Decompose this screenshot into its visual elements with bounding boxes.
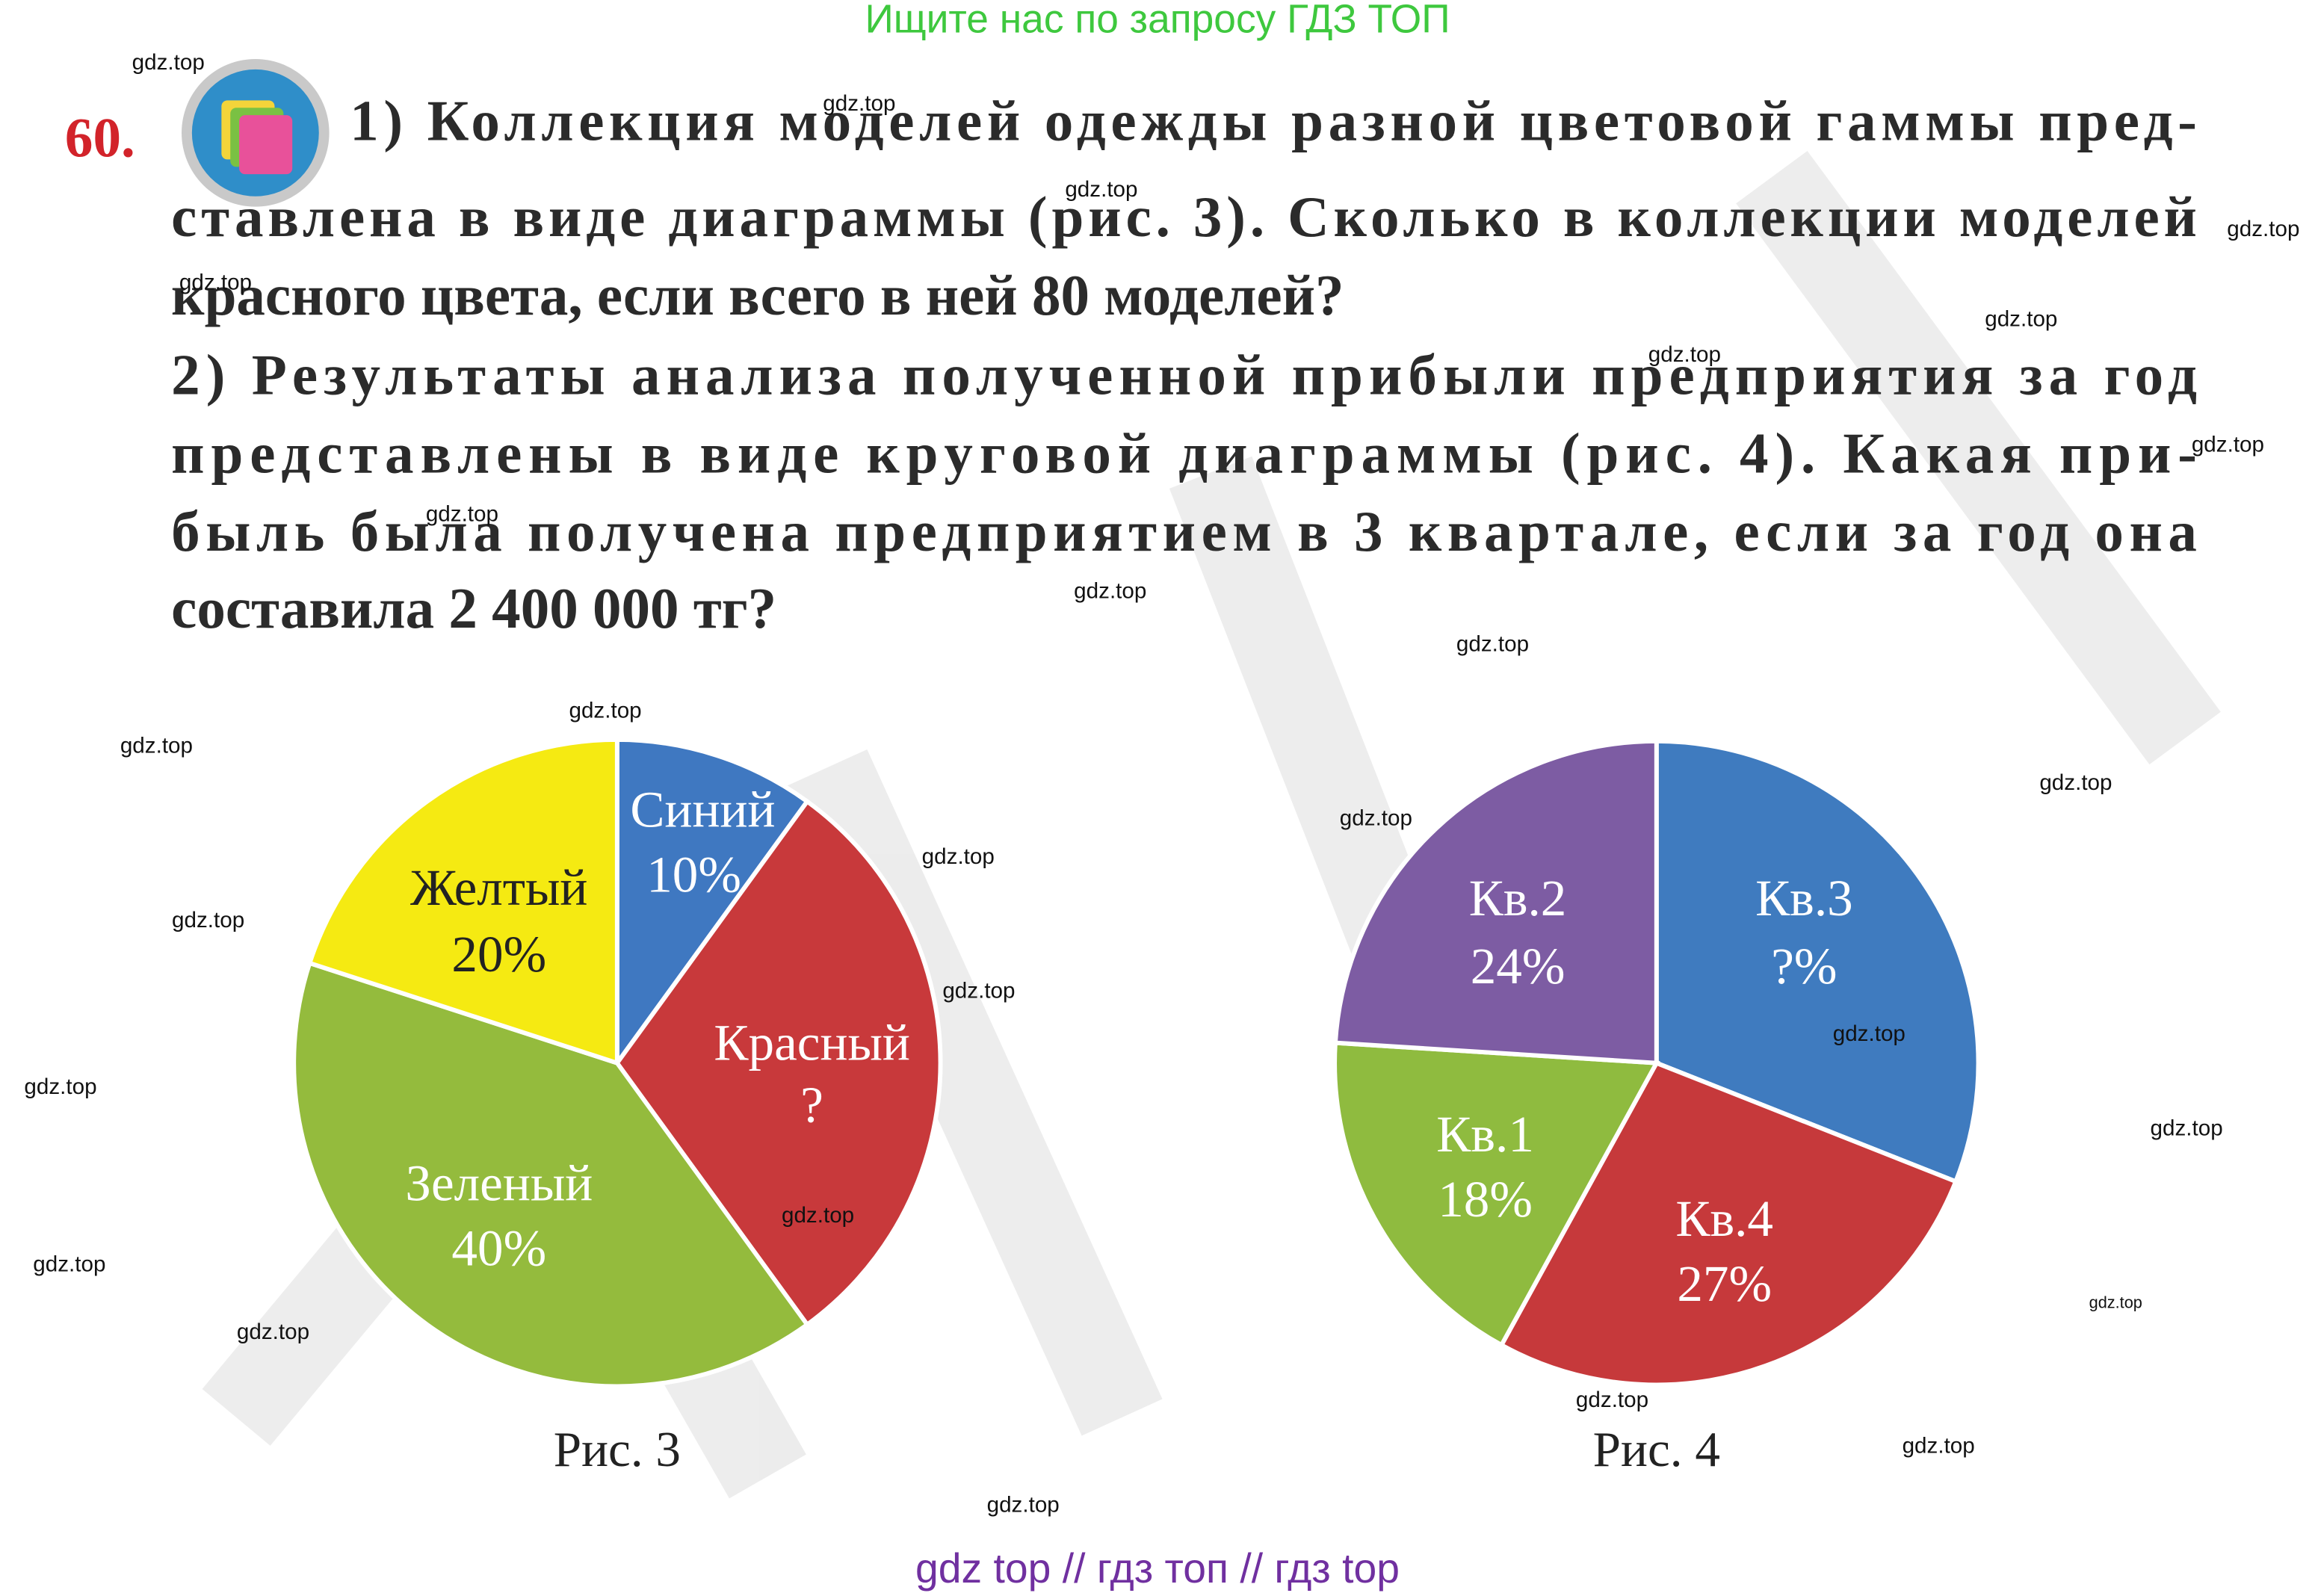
footer: gdz top // гдз топ // гдз top [915, 1545, 1400, 1592]
watermark: gdz.top [569, 698, 641, 723]
pie-slice [614, 737, 811, 1070]
watermark: gdz.top [942, 979, 1015, 1003]
watermarks: gdz.top gdz.top gdz.top gdz.top gdz.top gdz.t… [24, 50, 2299, 1518]
watermark: gdz.top [24, 1074, 96, 1099]
watermark: gdz.top [1074, 578, 1146, 603]
watermark-stroke [1736, 150, 2221, 765]
watermark: gdz.top [922, 844, 995, 869]
problem-number: 60. [65, 107, 135, 169]
watermark: gdz.top [2089, 1293, 2142, 1312]
slice-value-label: ?% [1771, 937, 1837, 995]
watermark: gdz.top [1648, 342, 1721, 367]
problem-line: быль была получена предприятием в 3 квар… [171, 499, 2197, 563]
watermark: gdz.top [782, 1203, 854, 1228]
slice-value-label: ? [800, 1076, 823, 1133]
watermark: gdz.top [987, 1492, 1060, 1517]
problem-line: ставлена в виде диаграммы (рис. 3). Скол… [171, 185, 2197, 249]
slice-value-label: 40% [451, 1219, 546, 1276]
problem-line: красного цвета, если всего в ней 80 моде… [171, 263, 1344, 327]
watermark: gdz.top [1340, 806, 1412, 831]
slice-label: Кв.3 [1755, 869, 1853, 927]
problem-line: 2) Результаты анализа полученной прибыли… [171, 343, 2197, 407]
figures: Синий 10% Красный? Зеленый 40% Желтый 20% Рис. … [291, 737, 1981, 1477]
pie-slice [1332, 738, 1659, 1065]
problem-line: представлены в виде круговой диаграммы (… [171, 421, 2197, 485]
watermark: gdz.top [172, 908, 244, 932]
figure-caption: Рис. 3 [554, 1421, 681, 1477]
watermark: gdz.top [2192, 433, 2264, 457]
slice-label: Красный [714, 1014, 910, 1071]
banner: Ищите нас по запросу ГДЗ ТОП [865, 0, 1450, 41]
problem-line: 1) Коллекция моделей одежды разной цвето… [350, 89, 2197, 153]
slice-label: Зеленый [405, 1154, 593, 1211]
watermark: gdz.top [1833, 1021, 1906, 1046]
pie-slice [291, 960, 811, 1389]
problem-line: составила 2 400 000 тг? [171, 576, 776, 640]
slice-label: Кв.2 [1469, 869, 1567, 927]
watermark: gdz.top [1576, 1388, 1648, 1412]
watermark: gdz.top [1985, 307, 2057, 332]
watermark: gdz.top [120, 734, 193, 758]
watermark: gdz.top [2227, 217, 2299, 241]
watermark: gdz.top [132, 50, 205, 75]
slice-label: Синий [630, 781, 775, 838]
pie-chart: Синий 10% Красный? Зеленый 40% Желтый 20% Рис. … [291, 737, 943, 1477]
pie-slice [1498, 1060, 1959, 1388]
watermark: gdz.top [1456, 631, 1529, 656]
pie-slice [1654, 738, 1981, 1185]
watermark: gdz.top [1903, 1433, 1975, 1458]
icon-book [239, 115, 293, 175]
watermark: gdz.top [237, 1320, 309, 1344]
pie-chart: Кв.3?% Кв.4 27% Кв.1 18% Кв.2 24% Рис. 4 [1332, 738, 1981, 1477]
watermark: gdz.top [2151, 1116, 2223, 1141]
slice-label: Желтый [410, 859, 587, 916]
watermark: gdz.top [1065, 177, 1137, 202]
slice-value-label: 18% [1438, 1170, 1533, 1228]
pie-slice [614, 798, 943, 1328]
figure-caption: Рис. 4 [1593, 1421, 1720, 1477]
slice-value-label: 20% [451, 925, 546, 983]
watermark: gdz.top [823, 91, 895, 116]
slice-value-label: 24% [1471, 937, 1566, 995]
slice-label: Кв.4 [1675, 1190, 1773, 1247]
watermark: gdz.top [179, 270, 252, 294]
problem-text: 1) Коллекция моделей одежды разной цвето… [171, 89, 2197, 640]
watermark: gdz.top [426, 502, 498, 527]
pie-slice [1332, 1040, 1660, 1349]
pie-slice [306, 737, 619, 1066]
slice-value-label: 27% [1677, 1255, 1772, 1312]
watermark: gdz.top [2039, 770, 2112, 795]
slice-value-label: 10% [646, 845, 741, 903]
watermark: gdz.top [33, 1252, 105, 1276]
slice-label: Кв.1 [1436, 1105, 1534, 1163]
book-icon [182, 59, 330, 207]
